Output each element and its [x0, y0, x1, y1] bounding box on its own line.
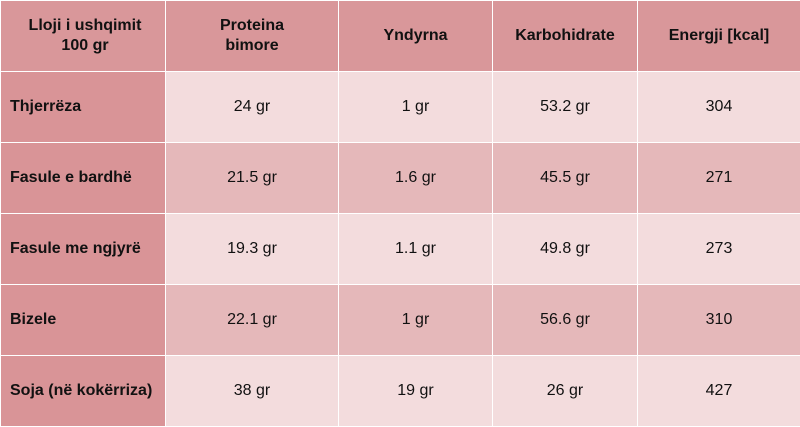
- table-body: Thjerrëza 24 gr 1 gr 53.2 gr 304 Fasule …: [0, 71, 800, 427]
- carbs-cell: 56.6 gr: [492, 284, 638, 356]
- header-row: Lloji i ushqimit 100 gr Proteina bimore …: [0, 0, 800, 72]
- food-name-cell: Bizele: [0, 284, 166, 356]
- fat-cell: 1.1 gr: [338, 213, 493, 285]
- fat-cell: 1 gr: [338, 71, 493, 143]
- table-row: Thjerrëza 24 gr 1 gr 53.2 gr 304: [0, 71, 800, 143]
- header-protein-line1: Proteina: [219, 17, 284, 34]
- food-name-cell: Thjerrëza: [0, 71, 166, 143]
- header-food-type-line2: 100 gr: [61, 37, 109, 54]
- header-carbs: Karbohidrate: [492, 0, 638, 72]
- protein-cell: 38 gr: [165, 355, 339, 427]
- table-header: Lloji i ushqimit 100 gr Proteina bimore …: [0, 0, 800, 72]
- carbs-cell: 45.5 gr: [492, 142, 638, 214]
- carbs-cell: 26 gr: [492, 355, 638, 427]
- carbs-cell: 53.2 gr: [492, 71, 638, 143]
- protein-cell: 24 gr: [165, 71, 339, 143]
- food-name-cell: Soja (në kokërriza): [0, 355, 166, 427]
- energy-cell: 427: [637, 355, 800, 427]
- header-carbs-line1: Karbohidrate: [515, 27, 615, 44]
- energy-cell: 310: [637, 284, 800, 356]
- food-name-cell: Fasule me ngjyrë: [0, 213, 166, 285]
- table-row: Soja (në kokërriza) 38 gr 19 gr 26 gr 42…: [0, 355, 800, 427]
- table-row: Bizele 22.1 gr 1 gr 56.6 gr 310: [0, 284, 800, 356]
- energy-cell: 304: [637, 71, 800, 143]
- header-protein-line2: bimore: [225, 37, 279, 54]
- table-row: Fasule e bardhë 21.5 gr 1.6 gr 45.5 gr 2…: [0, 142, 800, 214]
- protein-cell: 21.5 gr: [165, 142, 339, 214]
- table-row: Fasule me ngjyrë 19.3 gr 1.1 gr 49.8 gr …: [0, 213, 800, 285]
- protein-cell: 22.1 gr: [165, 284, 339, 356]
- protein-cell: 19.3 gr: [165, 213, 339, 285]
- header-fat-line1: Yndyrna: [383, 27, 448, 44]
- header-food-type-line1: Lloji i ushqimit: [28, 17, 142, 34]
- header-energy: Energji [kcal]: [637, 0, 800, 72]
- header-food-type: Lloji i ushqimit 100 gr: [0, 0, 166, 72]
- header-energy-line1: Energji [kcal]: [668, 27, 770, 44]
- fat-cell: 1.6 gr: [338, 142, 493, 214]
- fat-cell: 1 gr: [338, 284, 493, 356]
- energy-cell: 271: [637, 142, 800, 214]
- header-fat: Yndyrna: [338, 0, 493, 72]
- header-protein: Proteina bimore: [165, 0, 339, 72]
- energy-cell: 273: [637, 213, 800, 285]
- carbs-cell: 49.8 gr: [492, 213, 638, 285]
- fat-cell: 19 gr: [338, 355, 493, 427]
- food-name-cell: Fasule e bardhë: [0, 142, 166, 214]
